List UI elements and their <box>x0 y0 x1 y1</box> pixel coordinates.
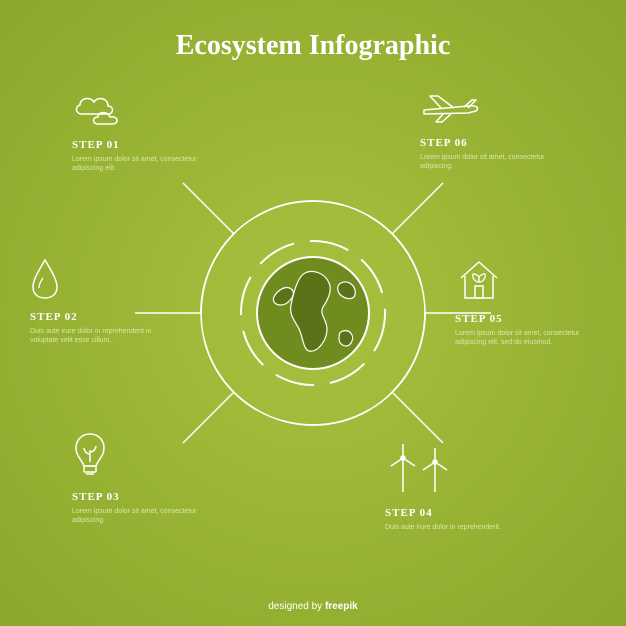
step-heading: STEP 04 <box>385 507 535 519</box>
bulb-plant-icon <box>72 430 108 480</box>
step-heading: STEP 02 <box>30 311 180 323</box>
footer-brand: freepik <box>325 601 358 612</box>
page-title: Ecosystem Infographic <box>0 30 626 62</box>
globe-icon <box>233 233 393 393</box>
step-body: Lorem ipsum dolor sit amet, consectetur … <box>72 155 222 173</box>
step-body: Lorem ipsum dolor sit amet, consectetur … <box>420 153 570 171</box>
step-heading: STEP 01 <box>72 139 222 151</box>
step-body: Lorem ipsum dolor sit amet, consectetur … <box>455 329 605 347</box>
step-04: STEP 04 Duis aute irure dolor in reprehe… <box>385 440 535 532</box>
footer-prefix: designed by <box>268 601 325 612</box>
clouds-icon <box>72 92 128 128</box>
footer-credit: designed by freepik <box>0 601 626 612</box>
step-body: Duis aute irure dolor in reprehenderit. <box>385 523 535 532</box>
step-heading: STEP 03 <box>72 491 222 503</box>
step-01: STEP 01 Lorem ipsum dolor sit amet, cons… <box>72 92 222 173</box>
step-03: STEP 03 Lorem ipsum dolor sit amet, cons… <box>72 430 222 525</box>
step-body: Duis aute irure dolor in reprehenderit i… <box>30 327 180 345</box>
step-06: STEP 06 Lorem ipsum dolor sit amet, cons… <box>420 92 570 171</box>
drop-icon <box>30 258 60 300</box>
house-leaf-icon <box>455 258 503 302</box>
step-05: STEP 05 Lorem ipsum dolor sit amet, cons… <box>455 258 605 347</box>
step-heading: STEP 05 <box>455 313 605 325</box>
airplane-icon <box>420 92 484 126</box>
step-body: Lorem ipsum dolor sit amet, consectetur … <box>72 507 222 525</box>
wind-turbine-icon <box>385 440 455 496</box>
step-heading: STEP 06 <box>420 137 570 149</box>
step-02: STEP 02 Duis aute irure dolor in reprehe… <box>30 258 180 345</box>
